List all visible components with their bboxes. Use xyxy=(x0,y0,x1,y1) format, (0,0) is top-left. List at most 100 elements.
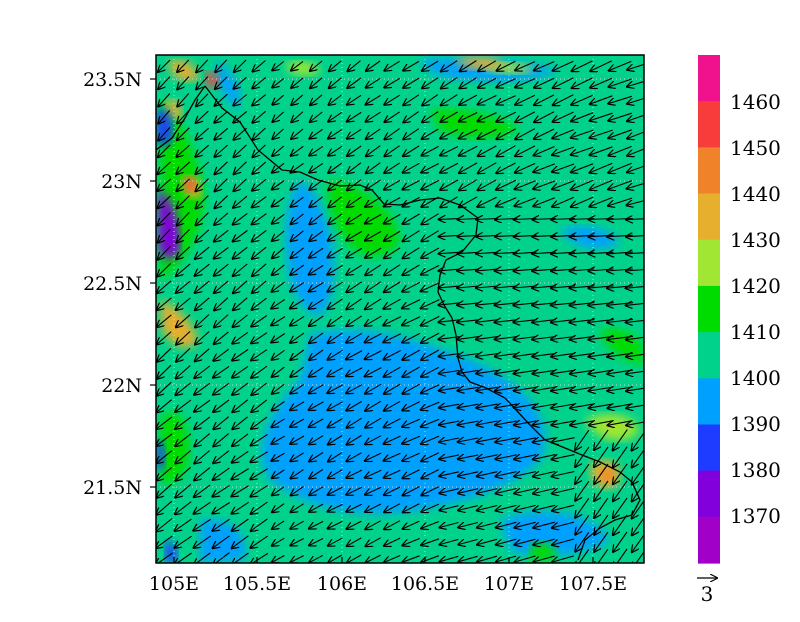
wind-arrow-162 xyxy=(272,162,285,172)
wind-arrow-249 xyxy=(439,219,460,220)
wind-arrow-501 xyxy=(290,383,305,393)
wind-arrow-559 xyxy=(402,418,421,427)
colorbar-swatch-3 xyxy=(698,193,720,241)
wind-arrow-750 xyxy=(575,532,590,551)
wind-arrow-100 xyxy=(571,112,594,122)
wind-arrow-293 xyxy=(291,247,304,258)
wind-arrow-163 xyxy=(291,162,304,172)
wind-arrow-37 xyxy=(366,77,381,87)
wind-arrow-625 xyxy=(175,466,191,480)
wind-arrow-502 xyxy=(309,384,324,394)
wind-arrow-378 xyxy=(421,299,440,309)
wind-arrow-155 xyxy=(627,148,644,155)
wind-arrow-264 xyxy=(233,230,248,242)
wind-arrow-472 xyxy=(232,365,249,377)
wind-arrow-174 xyxy=(496,162,516,173)
wind-arrow-582 xyxy=(347,434,362,444)
wind-arrow-221 xyxy=(402,196,420,206)
wind-arrow-31 xyxy=(252,77,267,89)
wind-arrow-300 xyxy=(421,247,440,258)
wind-arrow-443 xyxy=(176,347,191,361)
wind-arrow-497 xyxy=(213,382,230,394)
wind-arrow-581 xyxy=(328,434,343,444)
wind-arrow-391 xyxy=(176,314,191,328)
wind-arrow-726 xyxy=(613,514,628,535)
wind-arrow-371 xyxy=(290,299,305,309)
wind-arrow-78 xyxy=(158,110,171,123)
wind-arrow-621 xyxy=(594,446,609,467)
wind-arrow-768 xyxy=(421,555,440,563)
wind-arrow-520 xyxy=(156,399,172,413)
wind-arrow-55 xyxy=(215,93,228,106)
wind-arrow-664 xyxy=(421,486,439,496)
wind-arrow-34 xyxy=(310,77,323,88)
wind-arrow-611 xyxy=(402,452,421,461)
wind-arrow-191 xyxy=(328,179,343,190)
wind-arrow-206 xyxy=(608,180,633,190)
wind-arrow-5 xyxy=(253,60,266,72)
wind-arrow-180 xyxy=(608,162,632,172)
wind-arrow-479 xyxy=(365,367,382,377)
wind-arrow-92 xyxy=(422,111,439,123)
wind-arrow-228 xyxy=(533,197,556,207)
wind-arrow-677 xyxy=(175,501,192,515)
wind-arrow-57 xyxy=(252,94,267,106)
wind-arrow-368 xyxy=(233,297,248,310)
wind-arrow-705 xyxy=(212,518,230,531)
wind-arrow-551 xyxy=(251,416,268,429)
wind-arrow-15 xyxy=(441,60,458,72)
wind-arrow-482 xyxy=(421,366,440,377)
wind-arrow-97 xyxy=(515,111,536,122)
wind-arrow-158 xyxy=(195,161,209,174)
wind-arrow-168 xyxy=(384,162,401,173)
wind-arrow-546 xyxy=(156,416,173,429)
wind-arrow-83 xyxy=(252,110,266,122)
wind-arrow-266 xyxy=(272,230,285,241)
wind-arrow-622 xyxy=(613,446,628,468)
wind-arrow-708 xyxy=(272,520,285,529)
wind-arrow-287 xyxy=(176,246,191,260)
wind-arrow-148 xyxy=(497,145,516,157)
wind-arrow-115 xyxy=(366,128,381,139)
wind-arrow-82 xyxy=(233,110,248,122)
wind-arrow-733 xyxy=(250,535,268,548)
wind-arrow-11 xyxy=(366,60,381,71)
contour-region-22 xyxy=(600,468,615,482)
wind-arrow-709 xyxy=(290,520,304,529)
wind-arrow-425 xyxy=(328,332,343,343)
wind-arrow-653 xyxy=(212,484,230,496)
wind-arrow-755 xyxy=(174,552,192,563)
wind-arrow-4 xyxy=(234,59,247,72)
wind-arrow-372 xyxy=(309,298,324,308)
wind-arrow-62 xyxy=(347,94,362,104)
wind-arrow-139 xyxy=(328,145,343,155)
wind-arrow-236 xyxy=(196,212,209,226)
wind-arrow-585 xyxy=(402,435,421,443)
wind-arrow-33 xyxy=(291,77,304,88)
wind-arrow-204 xyxy=(571,179,594,189)
wind-arrow-529 xyxy=(327,401,343,410)
wind-arrow-547 xyxy=(175,416,192,429)
wind-arrow-375 xyxy=(365,298,382,309)
wind-arrow-40 xyxy=(422,77,439,88)
wind-arrow-480 xyxy=(384,366,401,377)
wind-arrow-230 xyxy=(571,196,594,207)
colorbar-label-1440: 1440 xyxy=(730,182,781,206)
wind-arrow-584 xyxy=(384,435,401,444)
wind-arrow-678 xyxy=(194,501,211,514)
wind-arrow-202 xyxy=(533,180,556,189)
wind-arrow-650 xyxy=(156,483,172,498)
wind-arrow-314 xyxy=(195,263,210,276)
wind-arrow-215 xyxy=(291,196,304,207)
wind-arrow-136 xyxy=(272,145,285,156)
wind-arrow-150 xyxy=(534,145,555,156)
wind-arrow-106 xyxy=(195,127,209,140)
wind-arrow-260 xyxy=(158,228,171,242)
wind-arrow-508 xyxy=(421,384,440,394)
wind-arrow-659 xyxy=(328,486,343,495)
wind-arrow-190 xyxy=(309,179,324,190)
wind-arrow-554 xyxy=(309,418,324,427)
wind-arrow-288 xyxy=(195,246,210,259)
wind-arrow-41 xyxy=(441,77,458,89)
